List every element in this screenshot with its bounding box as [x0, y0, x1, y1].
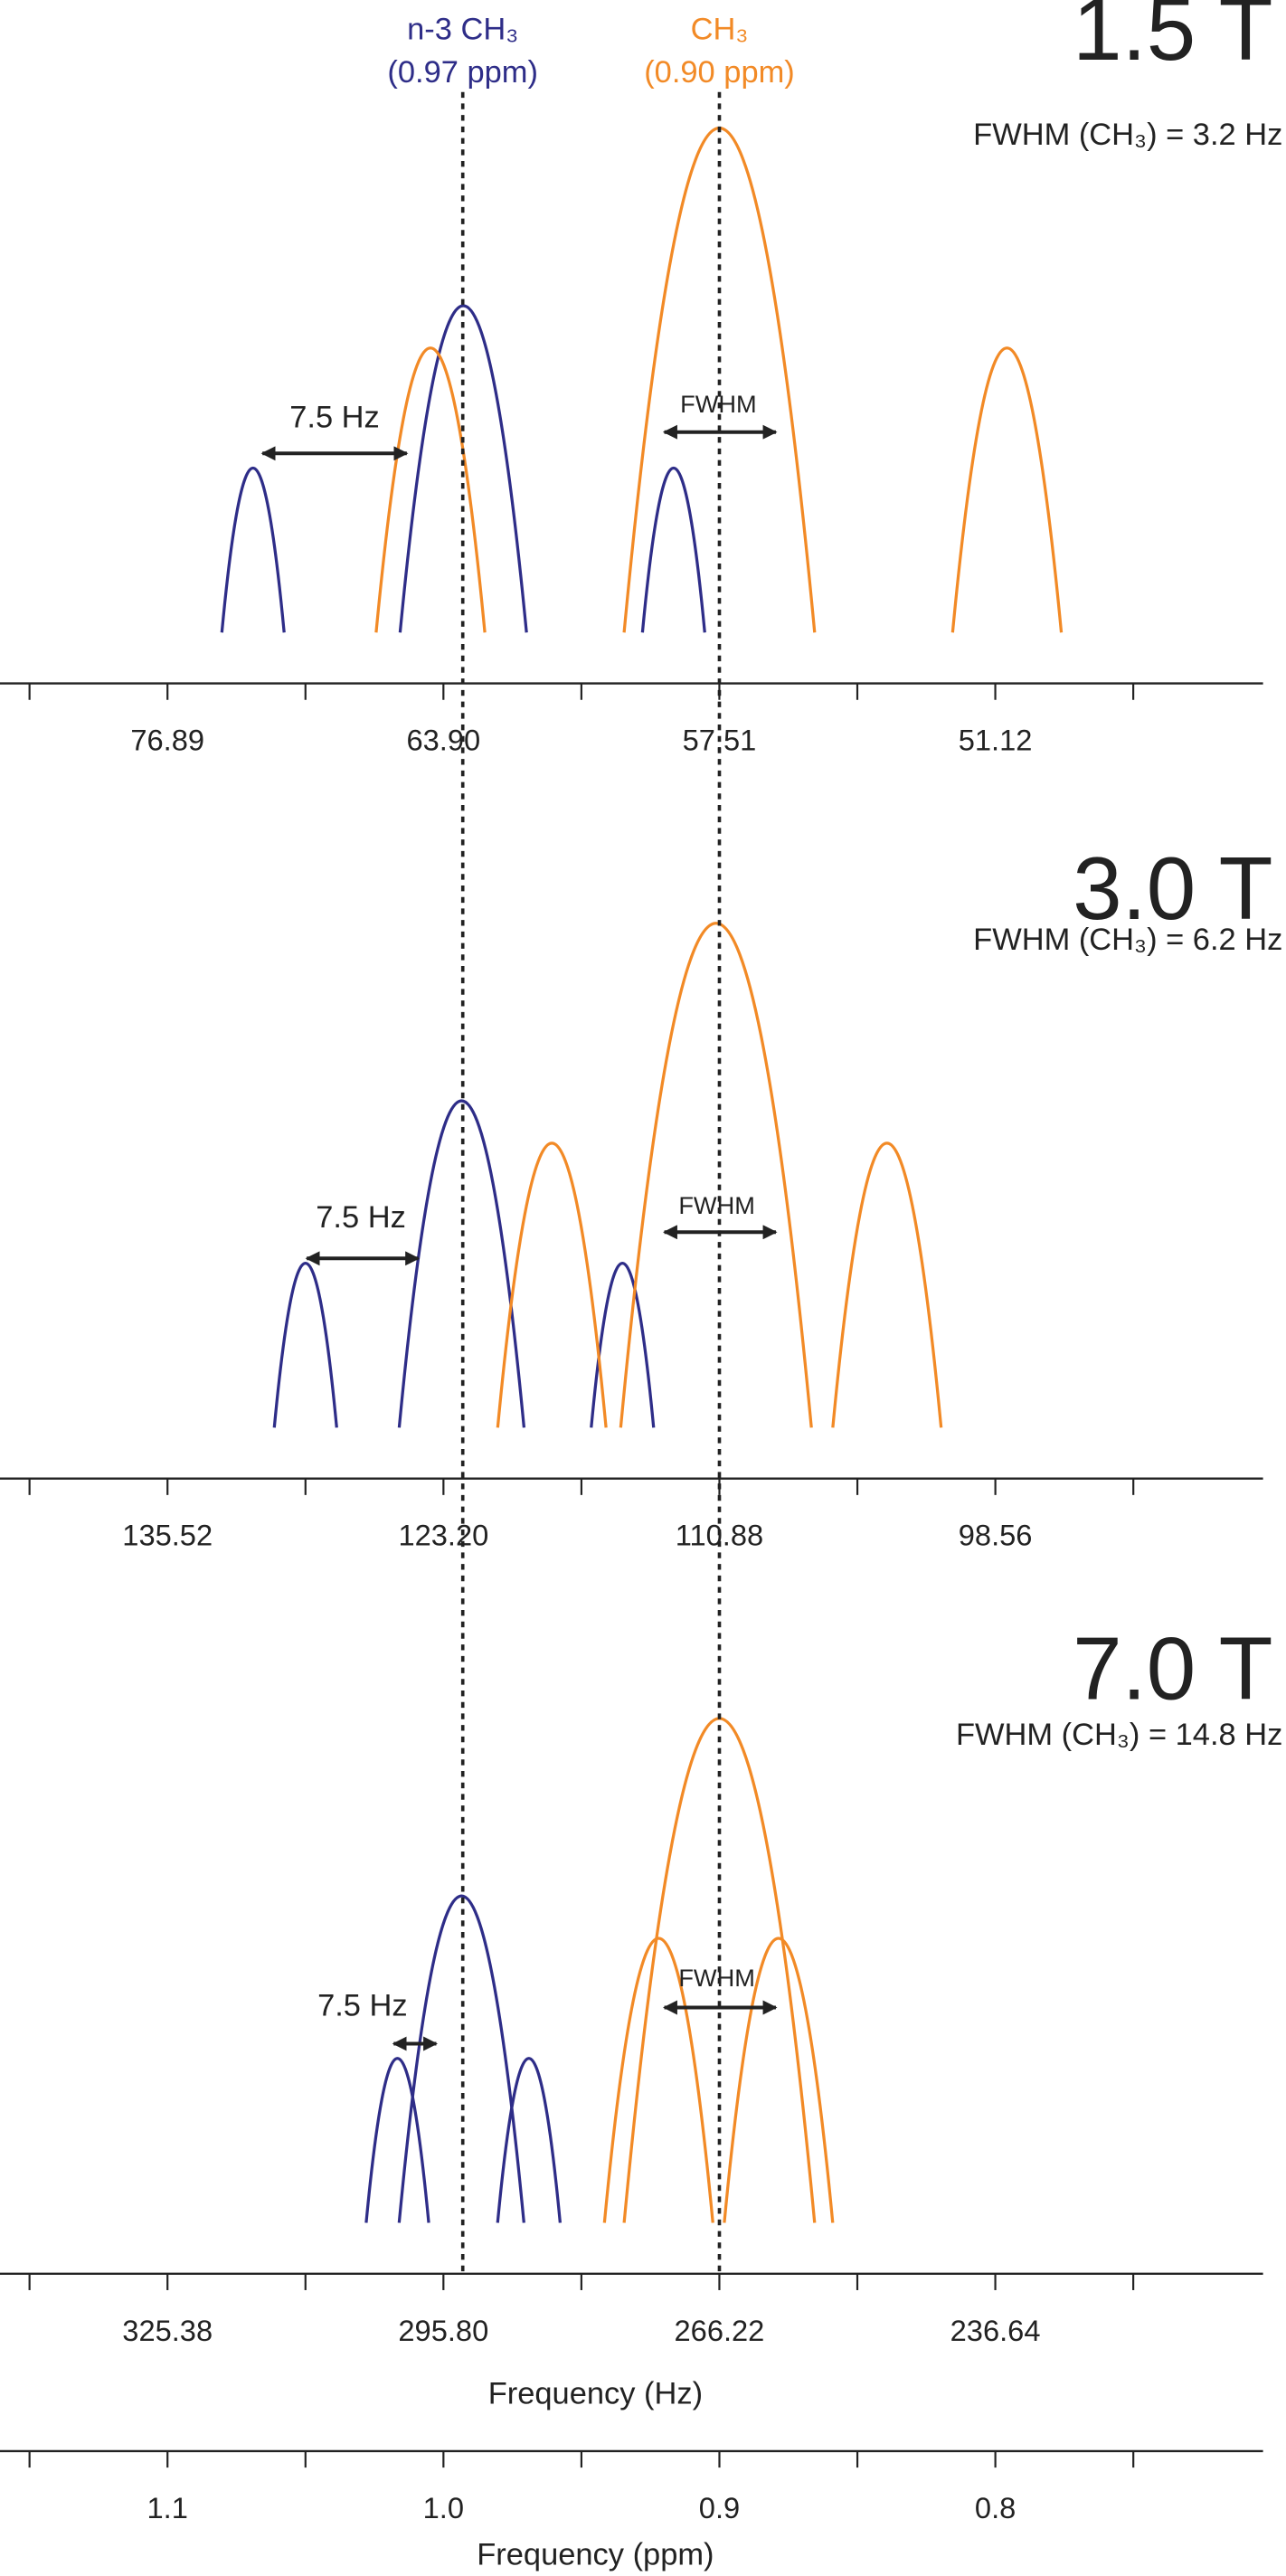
peak [220, 467, 286, 633]
peak [619, 922, 813, 1428]
x-tick-label: 0.8 [975, 2491, 1016, 2524]
x-axis-label: Frequency (Hz) [488, 2376, 703, 2410]
x-tick-label: 1.0 [423, 2491, 464, 2524]
x-tick-label: 98.56 [959, 1519, 1033, 1552]
peak [496, 1141, 608, 1428]
coupling-label: 7.5 Hz [317, 1989, 408, 2023]
x-axis-label: Frequency (ppm) [477, 2537, 714, 2571]
fwhm-arrow-label: FWHM [678, 1964, 755, 1992]
panel-title: 3.0 T [1073, 838, 1272, 938]
peak [364, 2057, 430, 2223]
fwhm-label: FWHM (CH₃) = 14.8 Hz [956, 1718, 1282, 1752]
x-tick-label: 76.89 [130, 724, 204, 757]
x-tick-label: 123.20 [398, 1519, 488, 1552]
peak [374, 346, 487, 633]
x-tick-label: 63.90 [406, 724, 480, 757]
marker-sublabel: (0.90 ppm) [644, 55, 795, 90]
peak [602, 1937, 714, 2223]
x-tick-label: 266.22 [675, 2314, 765, 2347]
x-tick-label: 325.38 [122, 2314, 213, 2347]
fwhm-label: FWHM (CH₃) = 3.2 Hz [973, 118, 1282, 152]
peak [723, 1937, 835, 2223]
peak [397, 1099, 526, 1428]
peak [831, 1141, 943, 1428]
x-tick-label: 0.9 [699, 2491, 740, 2524]
peak [590, 1262, 656, 1428]
peak [272, 1262, 338, 1428]
marker-label: CH₃ [691, 13, 749, 47]
marker-label: n-3 CH₃ [407, 13, 518, 47]
fwhm-arrow-label: FWHM [678, 1191, 755, 1219]
coupling-label: 7.5 Hz [316, 1200, 406, 1235]
panel-title: 7.0 T [1073, 1618, 1272, 1718]
coupling-label: 7.5 Hz [289, 400, 380, 434]
peak [397, 1894, 525, 2223]
marker-sublabel: (0.97 ppm) [387, 55, 538, 90]
panel-title: 1.5 T [1073, 0, 1272, 79]
x-tick-label: 135.52 [122, 1519, 213, 1552]
peak [398, 304, 528, 633]
x-tick-label: 51.12 [959, 724, 1033, 757]
peak [950, 346, 1064, 633]
peak [496, 2057, 563, 2223]
x-tick-label: 1.1 [147, 2491, 188, 2524]
x-tick-label: 295.80 [398, 2314, 488, 2347]
x-tick-label: 236.64 [950, 2314, 1041, 2347]
peak [640, 467, 706, 633]
fwhm-label: FWHM (CH₃) = 6.2 Hz [973, 923, 1282, 957]
